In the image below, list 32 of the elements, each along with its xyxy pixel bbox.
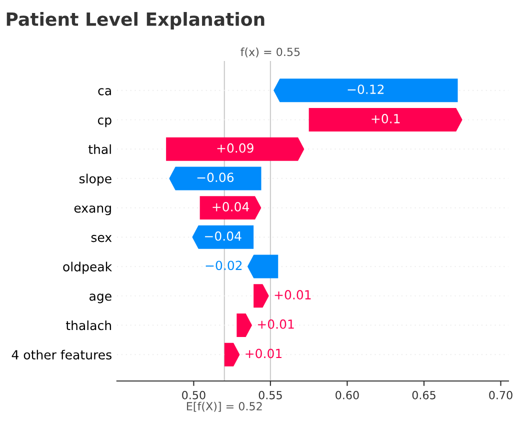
x-tick-label: 0.50 bbox=[182, 390, 206, 400]
x-tick-label: 0.60 bbox=[336, 390, 359, 400]
y-tick-label: exang bbox=[74, 206, 111, 216]
data-label: −0.02 bbox=[206, 260, 242, 270]
y-tick-label: age bbox=[90, 294, 112, 304]
bar bbox=[169, 166, 262, 190]
bar bbox=[274, 78, 458, 102]
data-label: −0.04 bbox=[205, 231, 242, 241]
x-tick-label: 0.70 bbox=[489, 390, 512, 400]
data-label: +0.04 bbox=[212, 202, 249, 212]
data-label: +0.1 bbox=[372, 114, 400, 124]
data-label: +0.09 bbox=[217, 143, 254, 153]
y-tick-label: sex bbox=[91, 234, 112, 242]
y-tick-label: thal bbox=[88, 144, 111, 154]
data-label: +0.01 bbox=[246, 348, 282, 358]
y-tick-label: slope bbox=[79, 174, 112, 186]
y-tick-label: 4 other features bbox=[12, 350, 112, 360]
ref-line-label: E[f(X)] = 0.52 bbox=[186, 402, 262, 412]
data-label: +0.01 bbox=[274, 290, 311, 300]
bar bbox=[166, 137, 304, 161]
y-tick-label: cp bbox=[98, 118, 112, 128]
ref-line-label: f(x) = 0.55 bbox=[240, 48, 300, 58]
x-tick-label: 0.55 bbox=[258, 390, 282, 400]
x-tick-label: 0.65 bbox=[412, 390, 436, 400]
data-label: −0.06 bbox=[197, 172, 234, 182]
y-tick-label: thalach bbox=[66, 320, 112, 330]
y-tick-label: oldpeak bbox=[63, 262, 112, 274]
bar bbox=[308, 108, 462, 132]
data-label: −0.12 bbox=[348, 84, 384, 94]
chart-title: Patient Level Explanation bbox=[6, 12, 264, 30]
y-tick-label: ca bbox=[98, 88, 111, 96]
data-label: +0.01 bbox=[258, 319, 294, 329]
